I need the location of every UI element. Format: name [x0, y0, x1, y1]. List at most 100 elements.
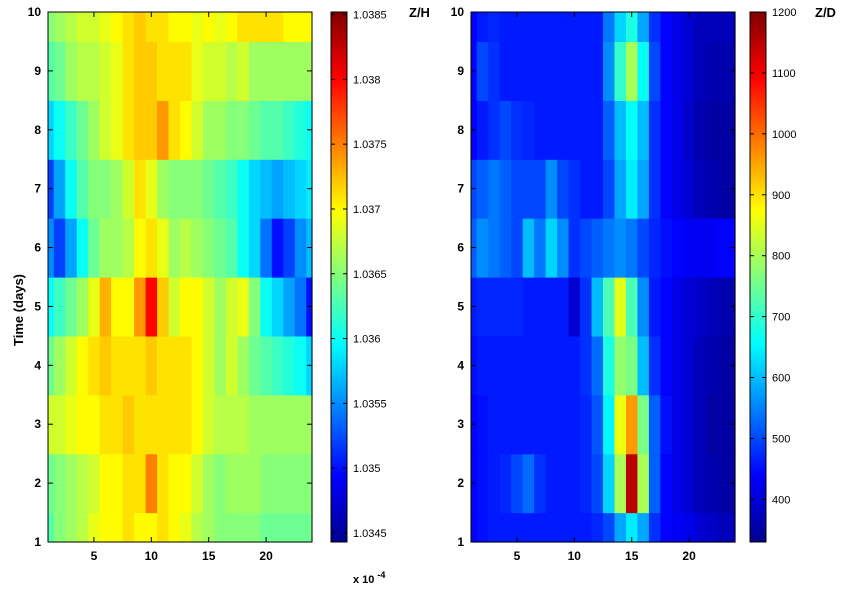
- left-y-tick-label: 8: [34, 123, 41, 137]
- right-heatmap-cell: [522, 159, 535, 219]
- right-heatmap-cell: [637, 394, 650, 455]
- left-heatmap-cell: [225, 100, 238, 160]
- right-heatmap-cell: [614, 100, 627, 160]
- right-heatmap-cell: [717, 394, 730, 455]
- right-heatmap-cell: [591, 12, 604, 43]
- right-heatmap-cell: [603, 277, 616, 337]
- right-heatmap-cell: [717, 159, 730, 219]
- left-heatmap-cell: [99, 159, 112, 219]
- right-heatmap-cell: [545, 41, 558, 101]
- right-heatmap-cell: [706, 12, 719, 43]
- right-y-tick-label: 5: [457, 299, 464, 313]
- left-heatmap-cell: [237, 394, 250, 455]
- right-heatmap-cell: [614, 335, 627, 396]
- left-heatmap-cell: [111, 100, 124, 160]
- left-heatmap-cell: [76, 335, 89, 396]
- left-heatmap-cell: [248, 394, 261, 455]
- left-heatmap-cell: [65, 12, 78, 43]
- right-heatmap-cell: [614, 394, 627, 455]
- right-heatmap-cell: [683, 159, 696, 219]
- left-heatmap-cell: [248, 12, 261, 43]
- right-colorbar-bar: [749, 11, 767, 543]
- right-heatmap-cell: [545, 277, 558, 337]
- right-heatmap-cell: [488, 159, 501, 219]
- right-heatmap-cell: [488, 512, 501, 543]
- left-heatmap-cell: [168, 335, 181, 396]
- left-heatmap-cell: [214, 218, 227, 278]
- right-heatmap-cell: [557, 100, 570, 160]
- right-heatmap-cell: [591, 218, 604, 278]
- left-heatmap-cell: [88, 218, 101, 278]
- left-heatmap-cell: [306, 512, 313, 543]
- right-heatmap-cell: [637, 277, 650, 337]
- right-heatmap-cell: [488, 335, 501, 396]
- left-heatmap-cell: [53, 12, 66, 43]
- left-heatmap-cell: [225, 218, 238, 278]
- left-heatmap-cell: [283, 159, 296, 219]
- left-heatmap-cell: [248, 100, 261, 160]
- right-heatmap-cell: [591, 159, 604, 219]
- left-heatmap-cell: [225, 453, 238, 514]
- left-heatmap-cell: [111, 277, 124, 337]
- left-heatmap-cell: [168, 453, 181, 514]
- left-heatmap-cell: [202, 453, 216, 514]
- right-heatmap-cell: [568, 12, 581, 43]
- left-heatmap-cell: [271, 12, 284, 43]
- right-heatmap-cell: [591, 277, 604, 337]
- left-heatmap-cell: [157, 512, 170, 543]
- left-heatmap-cell: [168, 277, 181, 337]
- right-heatmap-cell: [637, 218, 650, 278]
- left-heatmap-cell: [283, 512, 296, 543]
- left-heatmap-cell: [76, 453, 89, 514]
- left-heatmap-cell: [122, 335, 135, 396]
- right-heatmap-cell: [660, 12, 673, 43]
- right-heatmap-cell: [591, 394, 604, 455]
- left-heatmap-cell: [168, 41, 181, 101]
- left-heatmap-cell: [134, 218, 147, 278]
- right-colorbar-tick-label: 1100: [772, 68, 796, 80]
- right-heatmap-cell: [511, 277, 524, 337]
- left-heatmap-cell: [271, 335, 284, 396]
- left-heatmap-cell: [65, 394, 78, 455]
- left-heatmap-cell: [202, 41, 216, 101]
- left-heatmap-cell: [122, 100, 135, 160]
- right-heatmap-cell: [557, 512, 570, 543]
- left-heatmap-cell: [76, 159, 89, 219]
- left-heatmap-cell: [260, 41, 273, 101]
- right-heatmap-cell: [637, 12, 650, 43]
- left-heatmap-cell: [145, 218, 158, 278]
- right-heatmap-cell: [729, 512, 736, 543]
- left-y-tick-label: 9: [34, 64, 41, 78]
- right-heatmap-cell: [683, 394, 696, 455]
- right-colorbar-tick-label: 400: [772, 494, 790, 506]
- right-heatmap-cell: [717, 100, 730, 160]
- left-heatmap-cell: [248, 218, 261, 278]
- right-heatmap-cell: [648, 218, 661, 278]
- left-y-tick-label: 7: [34, 182, 41, 196]
- right-heatmap-cell: [625, 277, 639, 337]
- right-heatmap-cell: [488, 453, 501, 514]
- right-heatmap-cell: [671, 512, 684, 543]
- left-colorbar-tick-label: 1.038: [353, 74, 381, 86]
- left-heatmap-cell: [168, 100, 181, 160]
- left-y-tick-label: 1: [34, 535, 41, 549]
- left-heatmap-cell: [53, 159, 66, 219]
- right-heatmap-cell: [511, 512, 524, 543]
- left-heatmap-cell: [191, 512, 204, 543]
- left-heatmap-cell: [88, 41, 101, 101]
- left-heatmap-cell: [248, 277, 261, 337]
- left-heatmap-cell: [260, 159, 273, 219]
- left-heatmap-cell: [237, 159, 250, 219]
- left-heatmap-cell: [202, 100, 216, 160]
- left-colorbar-multiplier: x 10 -4: [353, 570, 385, 586]
- left-heatmap-cell: [48, 512, 55, 543]
- left-x-ticks: 5 10 15 20: [91, 12, 273, 563]
- left-colorbar-tick-label: 1.0355: [353, 398, 387, 410]
- left-heatmap-cell: [99, 394, 112, 455]
- right-heatmap-cell: [625, 394, 639, 455]
- left-heatmap-cell: [214, 394, 227, 455]
- right-heatmap-cell: [671, 41, 684, 101]
- right-heatmap-cell: [534, 512, 547, 543]
- left-heatmap-cell: [48, 12, 55, 43]
- right-heatmap-cell: [706, 277, 719, 337]
